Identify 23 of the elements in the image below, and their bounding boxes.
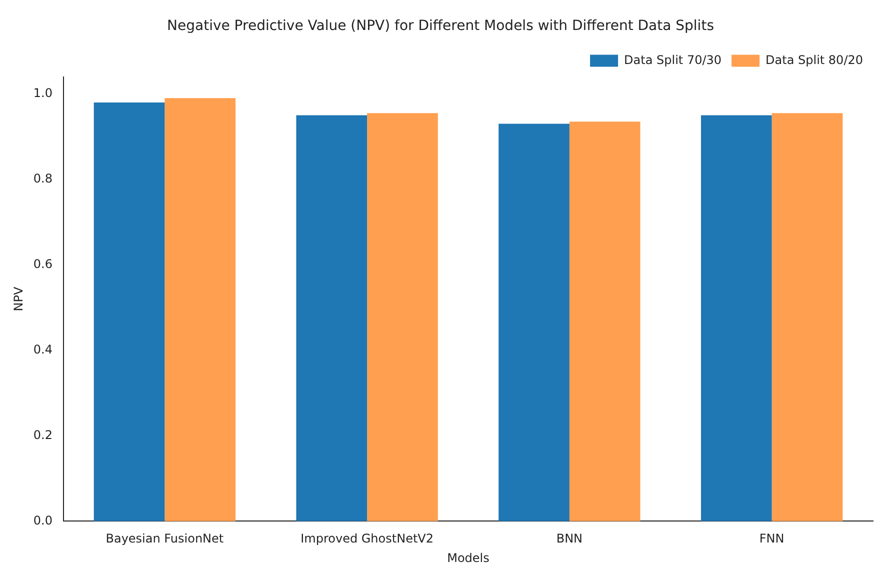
- x-tick-label: BNN: [556, 532, 583, 546]
- y-tick-label: 0.8: [33, 171, 52, 186]
- y-tick-label: 1.0: [33, 86, 52, 100]
- legend-label: Data Split 80/20: [766, 52, 864, 67]
- y-tick-label: 0.0: [33, 513, 52, 528]
- y-tick-label: 0.2: [33, 428, 52, 442]
- bar: [772, 113, 843, 522]
- y-tick-label: 0.6: [33, 256, 52, 271]
- bar: [367, 113, 438, 522]
- bar: [700, 115, 772, 522]
- legend-label: Data Split 70/30: [624, 52, 722, 67]
- bar: [498, 124, 570, 522]
- x-axis-title: Models: [447, 550, 490, 565]
- x-tick-label: Bayesian FusionNet: [106, 532, 224, 546]
- x-tick-label: FNN: [759, 532, 784, 546]
- bar: [94, 102, 165, 522]
- y-tick-label: 0.4: [33, 342, 52, 356]
- bar: [164, 98, 236, 522]
- y-axis-title: NPV: [11, 286, 26, 312]
- chart-title: Negative Predictive Value (NPV) for Different Models with Different Data Splits: [167, 18, 714, 34]
- x-tick-label: Improved GhostNetV2: [300, 532, 434, 546]
- bar: [569, 122, 640, 522]
- bar: [296, 115, 368, 522]
